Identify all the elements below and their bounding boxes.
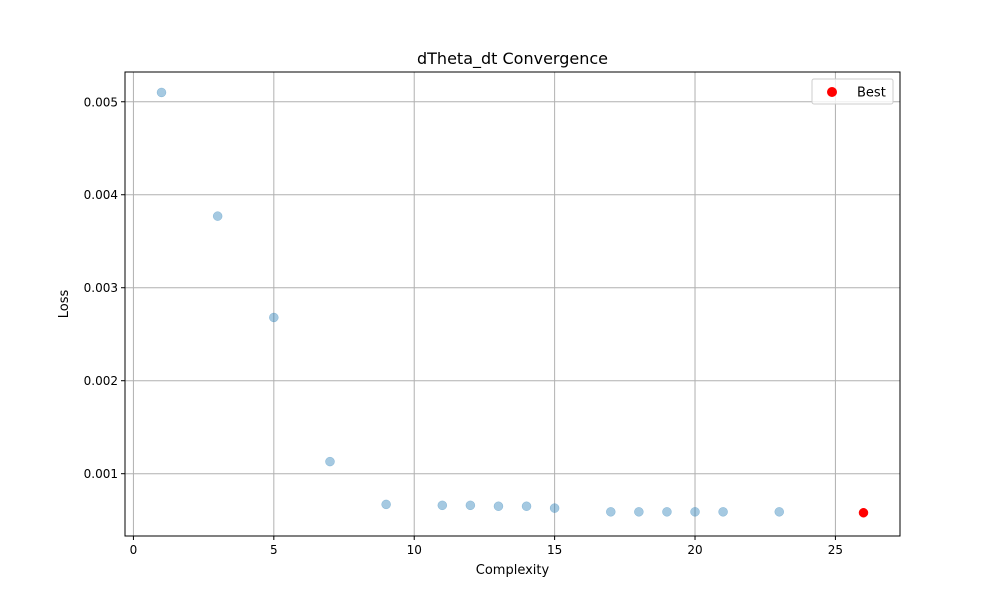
scatter-point — [521, 501, 532, 511]
axis-ticks: 0 5 10 15 20 25 0.001 0.002 0.003 0.004 0.005 — [84, 95, 843, 557]
x-tick-label: 5 — [270, 543, 278, 557]
y-tick-label: 0.003 — [84, 281, 118, 295]
legend-label-best: Best — [857, 86, 886, 101]
scatter-point — [606, 507, 616, 517]
scatter-point — [156, 87, 167, 98]
scatter-point — [774, 507, 785, 517]
x-tick-label: 25 — [828, 543, 843, 557]
y-tick-label: 0.004 — [84, 188, 118, 202]
x-axis-label: Complexity — [476, 563, 550, 578]
scatter-point — [634, 507, 644, 517]
y-tick-label: 0.005 — [84, 95, 118, 109]
grid — [125, 72, 900, 536]
y-axis-label: Loss — [57, 290, 72, 319]
legend: Best — [811, 78, 894, 105]
chart-title: dTheta_dt Convergence — [417, 49, 608, 69]
scatter-point — [437, 500, 448, 511]
scatter-point — [212, 211, 223, 221]
scatter-point — [690, 507, 700, 517]
scatter-point — [269, 312, 279, 323]
legend-marker-best — [827, 87, 837, 97]
x-tick-label: 10 — [407, 543, 422, 557]
legend-box — [811, 78, 894, 105]
axes-frame — [124, 71, 901, 537]
y-tick-label: 0.002 — [84, 374, 118, 388]
scatter-point — [718, 507, 728, 517]
scatter-point — [493, 501, 504, 511]
scatter-point — [465, 500, 476, 511]
y-tick-label: 0.001 — [84, 467, 118, 481]
data-points — [156, 87, 869, 518]
scatter-point — [381, 499, 391, 510]
scatter-point — [325, 456, 335, 467]
best-point — [858, 508, 869, 518]
x-tick-label: 0 — [130, 543, 138, 557]
x-tick-label: 15 — [547, 543, 562, 557]
scatter-point — [662, 507, 672, 517]
x-tick-label: 20 — [687, 543, 702, 557]
scatter-point — [549, 503, 560, 513]
